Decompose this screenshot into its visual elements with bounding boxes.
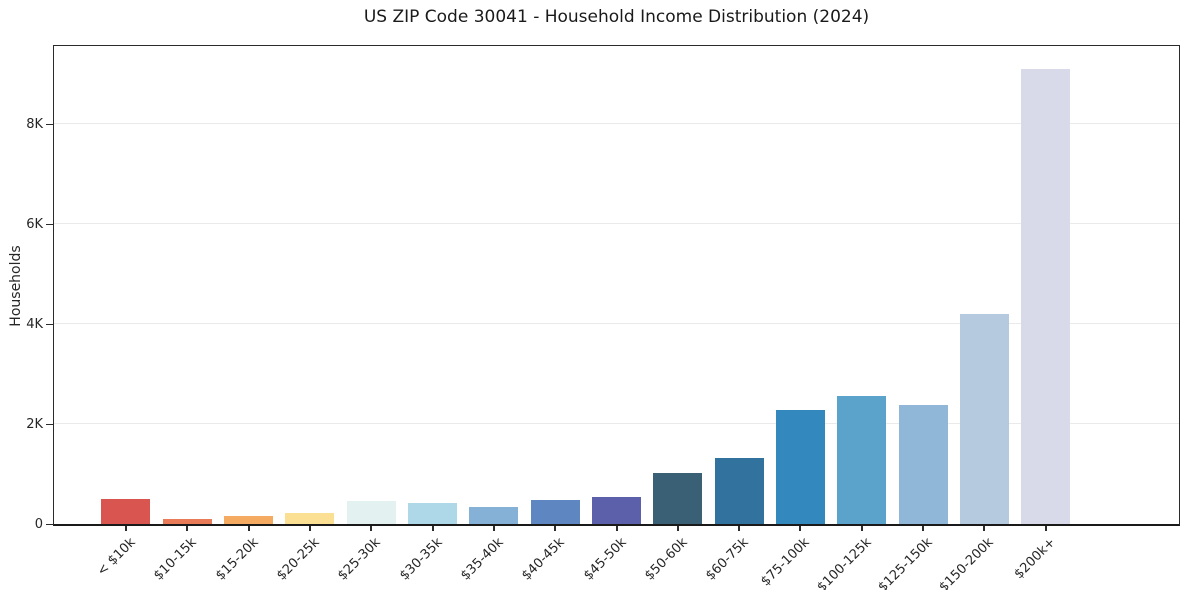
x-tick-mark-6 bbox=[493, 526, 495, 531]
x-tick-mark-9 bbox=[677, 526, 679, 531]
x-tick-mark-10 bbox=[738, 526, 740, 531]
bar-30-35k bbox=[408, 503, 457, 524]
bar-125-150k bbox=[899, 405, 948, 524]
bar-75-100k bbox=[776, 410, 825, 524]
x-tick-mark-1 bbox=[186, 526, 188, 531]
bar-50-60k bbox=[653, 473, 702, 524]
x-tick-mark-4 bbox=[370, 526, 372, 531]
y-tick-mark-6K bbox=[46, 224, 53, 225]
x-tick-mark-0 bbox=[125, 526, 127, 531]
bar-15-20k bbox=[224, 516, 273, 524]
gridline-2000 bbox=[54, 422, 1179, 424]
y-axis-label: Households bbox=[8, 245, 24, 327]
y-tick-mark-4K bbox=[46, 324, 53, 325]
y-tick-label-6K: 6K bbox=[26, 217, 43, 232]
x-tick-mark-5 bbox=[432, 526, 434, 531]
x-tick-mark-13 bbox=[922, 526, 924, 531]
x-tick-mark-15 bbox=[1045, 526, 1047, 531]
x-tick-mark-7 bbox=[554, 526, 556, 531]
y-tick-mark-8K bbox=[46, 124, 53, 125]
y-tick-label-0: 0 bbox=[34, 517, 43, 532]
y-tick-label-8K: 8K bbox=[26, 117, 43, 132]
bar-10k bbox=[101, 499, 150, 524]
x-tick-mark-8 bbox=[616, 526, 618, 531]
bar-45-50k bbox=[592, 497, 641, 524]
bar-100-125k bbox=[837, 396, 886, 524]
bar-150-200k bbox=[960, 314, 1009, 524]
bar-40-45k bbox=[531, 500, 580, 524]
bar-25-30k bbox=[347, 501, 396, 524]
bar-60-75k bbox=[715, 458, 764, 524]
x-tick-mark-12 bbox=[861, 526, 863, 531]
chart-title: US ZIP Code 30041 - Household Income Dis… bbox=[363, 7, 870, 27]
plot-area bbox=[53, 45, 1180, 526]
y-tick-label-4K: 4K bbox=[26, 317, 43, 332]
bar-10-15k bbox=[163, 519, 212, 524]
y-tick-mark-0 bbox=[46, 524, 53, 525]
x-tick-mark-14 bbox=[983, 526, 985, 531]
bar-20-25k bbox=[285, 513, 334, 524]
bar-200k+ bbox=[1021, 69, 1070, 524]
gridline-4000 bbox=[54, 322, 1179, 324]
gridline-6000 bbox=[54, 222, 1179, 224]
x-tick-label-10k: < $10k bbox=[94, 535, 139, 580]
y-tick-label-2K: 2K bbox=[26, 417, 43, 432]
y-tick-mark-2K bbox=[46, 424, 53, 425]
x-tick-mark-3 bbox=[309, 526, 311, 531]
bar-35-40k bbox=[469, 507, 518, 524]
gridline-8000 bbox=[54, 122, 1179, 124]
x-tick-mark-11 bbox=[799, 526, 801, 531]
x-tick-mark-2 bbox=[248, 526, 250, 531]
